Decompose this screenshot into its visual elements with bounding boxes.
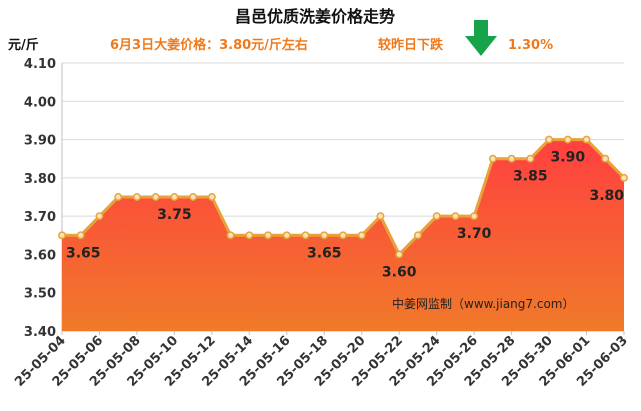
data-label: 3.80 — [589, 188, 624, 204]
source-credit: 中姜网监制（www.jiang7.com） — [392, 296, 574, 311]
data-point — [563, 135, 572, 144]
data-labels: 3.65 3.75 3.65 3.60 3.70 3.853.90 3.80 — [66, 150, 624, 281]
data-point — [470, 212, 479, 221]
y-tick-label: 3.90 — [24, 134, 56, 149]
data-point — [132, 193, 141, 201]
data-label: 3.70 — [457, 226, 492, 242]
data-point — [245, 231, 254, 240]
y-tick-label: 3.70 — [24, 210, 56, 225]
data-point — [432, 212, 441, 221]
data-point — [95, 212, 104, 221]
data-point — [76, 231, 85, 240]
data-point — [226, 231, 235, 240]
data-point — [320, 231, 329, 240]
data-point — [170, 193, 179, 201]
data-point — [114, 193, 123, 201]
data-label: 3.65 — [307, 245, 342, 261]
data-point — [526, 154, 535, 163]
data-point — [357, 231, 366, 240]
data-point — [189, 193, 198, 201]
y-tick-label: 3.60 — [24, 248, 56, 263]
y-tick-label: 3.50 — [24, 287, 56, 302]
data-point — [601, 154, 610, 163]
change-percent: 1.30% — [508, 38, 553, 53]
y-axis-unit: 元/斤 — [8, 37, 39, 53]
data-point — [376, 212, 385, 221]
data-point — [507, 154, 516, 163]
y-tick-label: 3.80 — [24, 172, 56, 187]
data-point — [264, 231, 273, 240]
price-summary: 6月3日大姜价格：3.80元/斤左右 — [110, 37, 308, 53]
data-label: 3.60 — [382, 264, 417, 280]
data-point — [207, 193, 216, 201]
data-point — [58, 231, 66, 240]
down-arrow-icon — [465, 20, 497, 56]
change-text: 较昨日下跌 — [378, 37, 444, 53]
data-label: 3.90 — [551, 150, 586, 166]
data-point — [413, 231, 422, 240]
data-label: 3.75 — [157, 207, 192, 223]
y-tick-label: 3.40 — [24, 325, 56, 340]
chart-title: 昌邑优质洗姜价格走势 — [235, 7, 395, 26]
data-point — [339, 231, 347, 240]
y-axis-ticks: 3.40 3.50 3.60 3.70 3.80 3.90 4.00 4.10 — [24, 57, 56, 340]
data-label: 3.65 — [66, 245, 101, 261]
data-label: 3.85 — [513, 169, 548, 185]
data-point — [451, 212, 460, 221]
data-point — [282, 231, 291, 240]
data-point — [620, 173, 628, 182]
data-point — [395, 250, 404, 259]
data-point — [301, 231, 310, 240]
data-point — [582, 135, 591, 144]
data-point — [545, 135, 554, 144]
data-point — [151, 193, 160, 201]
data-markers — [58, 135, 628, 259]
data-point — [488, 154, 497, 163]
y-tick-label: 4.10 — [24, 57, 56, 72]
y-tick-label: 4.00 — [24, 95, 56, 110]
x-axis-ticks: 25-05-0425-05-0625-05-0825-05-1025-05-12… — [12, 331, 631, 390]
